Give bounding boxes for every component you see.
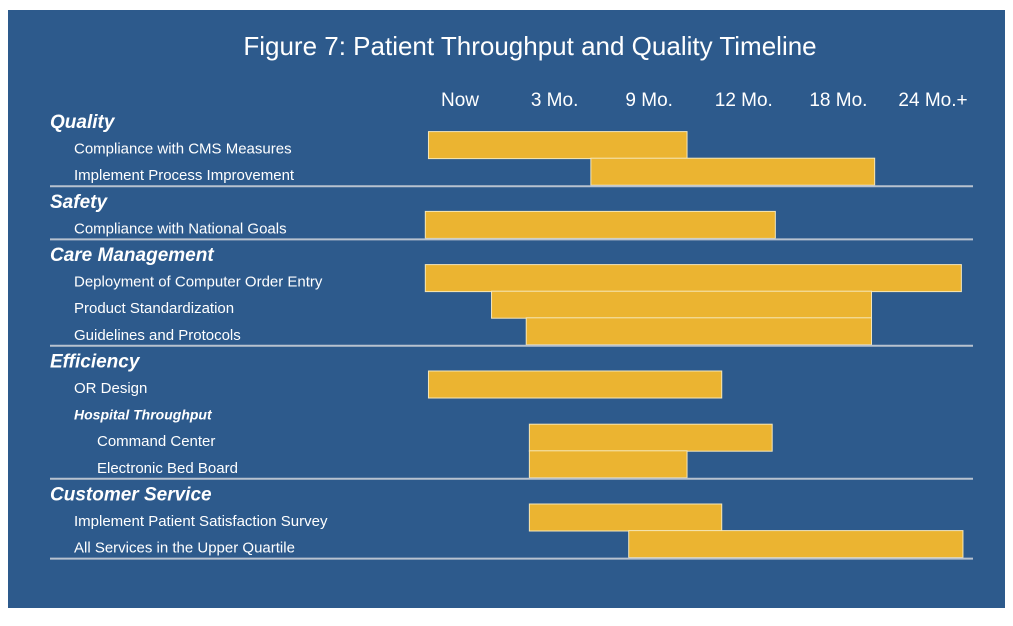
x-tick-label: 9 Mo. <box>625 90 673 111</box>
bar <box>427 370 723 399</box>
bar <box>424 264 962 293</box>
task-label: Compliance with National Goals <box>74 220 287 237</box>
x-tick-label: 3 Mo. <box>531 90 579 111</box>
task-label: Implement Process Improvement <box>74 167 295 184</box>
group-label: Efficiency <box>50 351 141 372</box>
task-label: Electronic Bed Board <box>97 460 238 477</box>
task-label: OR Design <box>74 380 147 397</box>
task-label: Command Center <box>97 433 215 450</box>
task-label: Deployment of Computer Order Entry <box>74 274 323 291</box>
x-tick-label: 18 Mo. <box>809 90 867 111</box>
bar <box>528 450 688 479</box>
bar <box>525 317 873 346</box>
task-label: Compliance with CMS Measures <box>74 141 292 158</box>
group-label: Quality <box>50 112 116 133</box>
task-label: Implement Patient Satisfaction Survey <box>74 513 328 530</box>
bar <box>590 157 876 186</box>
x-tick-label: Now <box>441 90 479 111</box>
bar <box>427 131 688 160</box>
group-label: Customer Service <box>50 484 212 505</box>
x-tick-label: 12 Mo. <box>715 90 773 111</box>
subgroup-label: Hospital Throughput <box>74 406 213 422</box>
bar <box>491 290 873 319</box>
bar <box>528 503 723 532</box>
task-label: Product Standardization <box>74 300 234 317</box>
group-label: Safety <box>50 192 108 213</box>
bar <box>528 423 773 452</box>
x-tick-label: 24 Mo.+ <box>898 90 967 111</box>
task-label: Guidelines and Protocols <box>74 327 241 344</box>
bar <box>424 210 776 239</box>
group-label: Care Management <box>50 245 214 266</box>
chart-title: Figure 7: Patient Throughput and Quality… <box>243 31 816 61</box>
bar <box>628 530 964 559</box>
task-label: All Services in the Upper Quartile <box>74 540 295 557</box>
